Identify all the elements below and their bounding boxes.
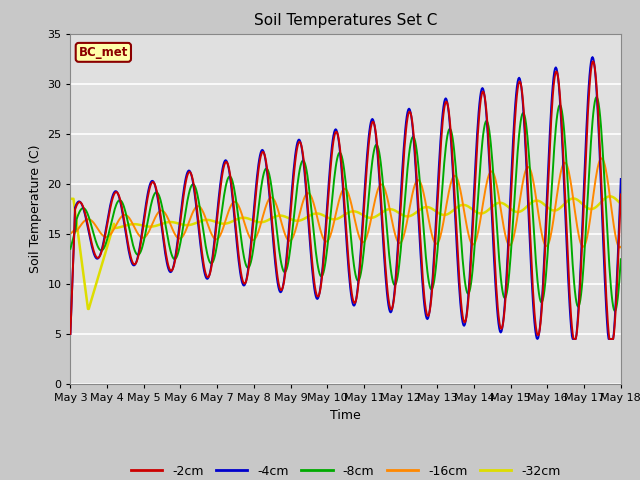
Text: BC_met: BC_met [79, 46, 128, 59]
Legend: -2cm, -4cm, -8cm, -16cm, -32cm: -2cm, -4cm, -8cm, -16cm, -32cm [126, 460, 565, 480]
X-axis label: Time: Time [330, 408, 361, 421]
Title: Soil Temperatures Set C: Soil Temperatures Set C [254, 13, 437, 28]
Y-axis label: Soil Temperature (C): Soil Temperature (C) [29, 144, 42, 273]
